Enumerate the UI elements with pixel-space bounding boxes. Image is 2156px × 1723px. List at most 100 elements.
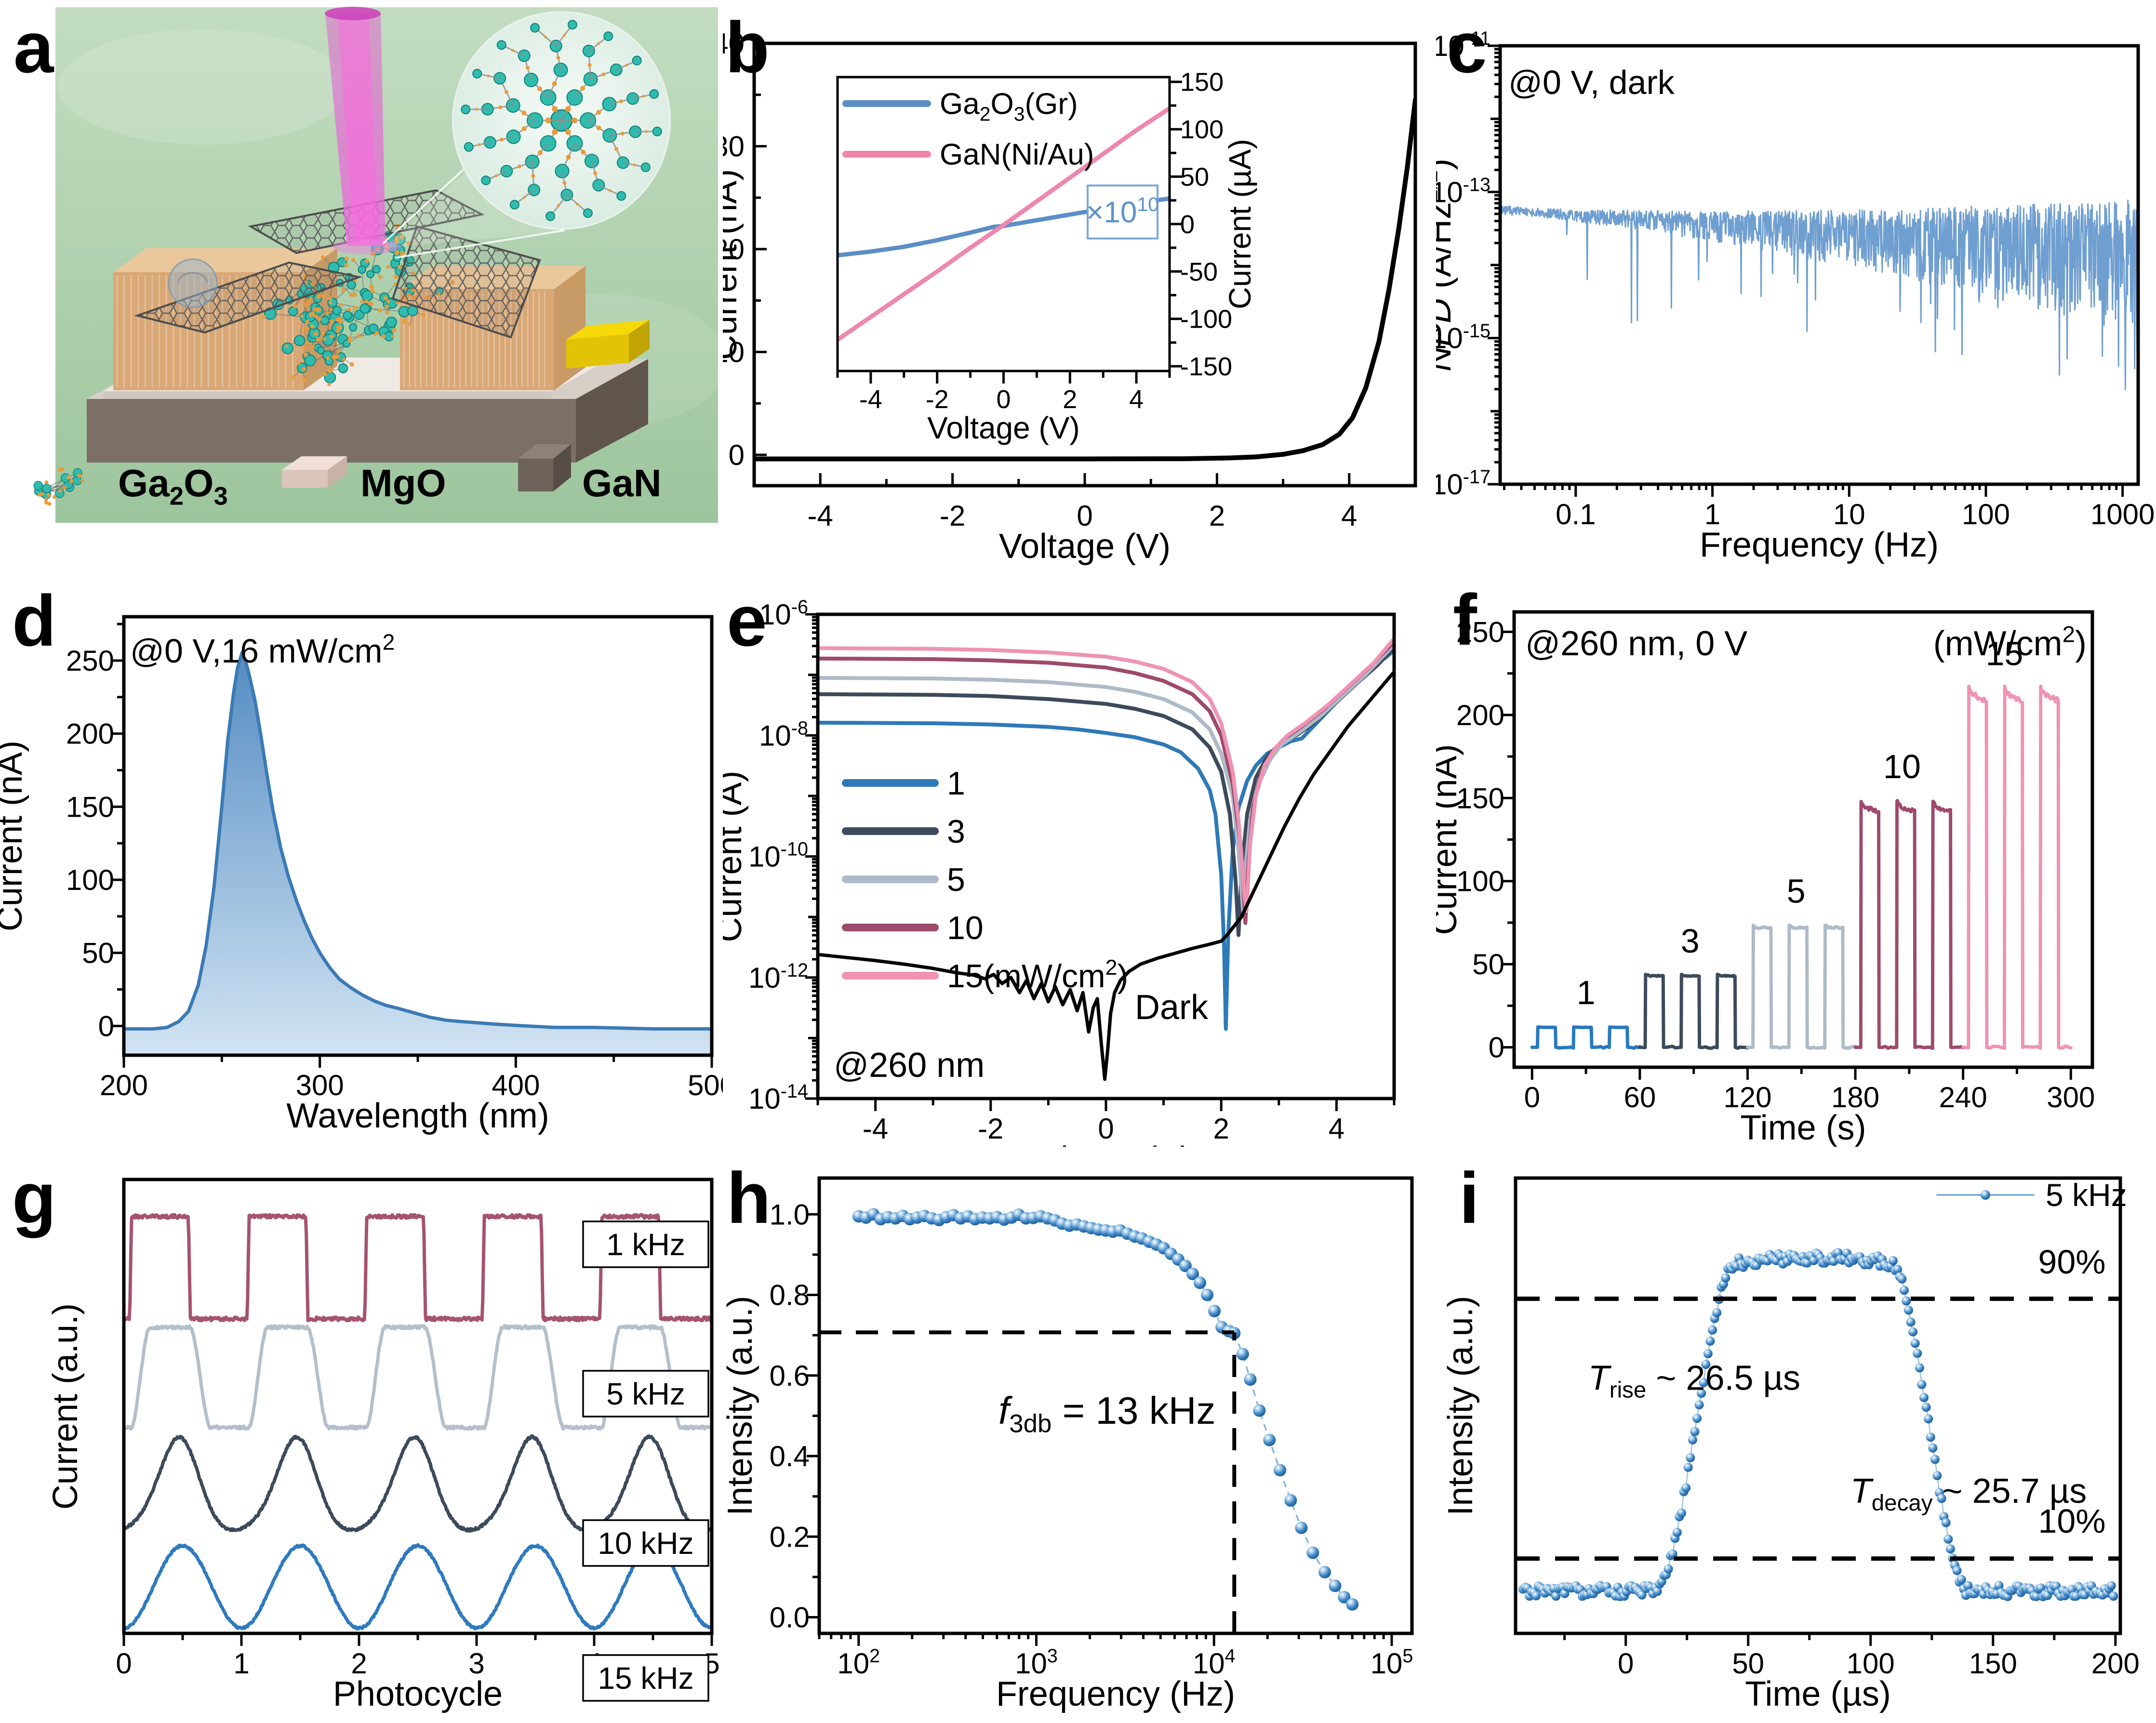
annotation-box-text: 5 kHz [606,1377,685,1411]
x-axis-title: Time (s) [1740,1109,1866,1147]
y-axis-title: Intensity (a.u.) [723,1296,759,1515]
x-tick-label: 180 [1831,1081,1879,1113]
y-axis-title: Current (A) [723,770,749,942]
panel-letter-a: a [13,7,54,88]
contact-droplet [168,258,218,308]
series-iv-3mw [818,646,1394,937]
y-tick-label: 100 [1180,115,1224,144]
x-axis-title: Voltage (V) [999,527,1171,566]
x-tick-label: 50 [1732,1647,1764,1680]
legend-label-gan: GaN [582,462,662,504]
x-tick-label: 2 [1213,1113,1229,1145]
annotation-text: @260 nm [834,1046,985,1085]
panel-letter-g: g [12,1157,56,1238]
plot-frame [817,1176,1414,1635]
y-tick-label: 250 [1456,616,1504,648]
legend-label: 15(mW/cm2) [947,955,1128,994]
annotation-box-text: 1 kHz [606,1227,685,1262]
series-iv-1mw [818,649,1394,1031]
x-tick-label: 300 [2047,1081,2095,1113]
x-tick-label: 4 [1341,500,1357,532]
series-spectral-response [124,654,712,1055]
x-tick-label: 150 [1969,1647,2017,1680]
series-pulses-10mw [1853,799,1965,1050]
annotation-text: 1 [1577,974,1596,1011]
panel-letter-e: e [727,580,767,661]
y-tick-label: 10-11 [1436,28,1491,62]
x-tick-label: 200 [100,1069,148,1101]
x-tick-label: 0 [1077,500,1092,532]
graphene-sheet [134,261,363,334]
y-axis-title: Current (µA) [1223,139,1257,309]
x-tick-label: 105 [1371,1645,1413,1680]
x-tick-label: 1 [233,1647,249,1680]
y-axis-title: Current (nA) [1436,744,1464,935]
x-tick-label: 0.1 [1556,498,1596,530]
panel-letter-f: f [1453,579,1477,660]
y-tick-label: 0.8 [770,1279,810,1312]
y-tick-label: 40 [723,27,745,60]
x-axis-title: Frequency (Hz) [1700,526,1939,564]
series-noise-power-density [1500,199,2138,390]
series-pulses-15mw [1961,684,2073,1050]
series-wave-1khz [124,1213,712,1323]
annotation-box [582,1654,709,1702]
x-axis-title: Photocycle [333,1675,503,1713]
graphene-sheet [391,225,541,339]
x-tick-label: 104 [1193,1645,1236,1680]
y-tick-label: 1.0 [770,1198,810,1231]
y-tick-label: 10-13 [1436,174,1491,209]
panel-h-chart: h 102 103 104 105 0.0 0.2 0.4 0.6 0.8 1.0 Frequency… [723,1157,1414,1713]
y-tick-label: -50 [1180,257,1218,286]
series-wave-10khz [124,1434,712,1533]
x-tick-label: 300 [296,1069,344,1101]
x-axis-title: Voltage (V) [1020,1140,1192,1147]
panel-b-chart: b-4-2024010203040Voltage (V)Current (nA)… [723,7,1417,566]
y-tick-label: 30 [723,130,745,162]
series-group-f [1530,684,2073,1050]
x-tick-label: -2 [978,1113,1003,1145]
annotation-text: 90% [2038,1243,2105,1281]
series-group-d [124,650,712,1055]
series-pulses-1mw [1530,1025,1642,1050]
y-tick-label: 50 [1180,163,1209,192]
y-tick-label: 200 [66,718,114,750]
axis-ticks [1502,630,2072,1080]
panel-e-chart: e -4 -2 0 2 4 10-6 10-8 10-10 10-12 10-14 Voltage (… [723,580,1396,1147]
y-axis-title: NPD (A/Hz1/2) [1436,159,1458,371]
magnifier-cone [383,152,564,248]
series-iv-dark [818,670,1394,1081]
series-pulses-5mw [1746,923,1857,1050]
legend-label-ga2o3: Ga2O3 [118,462,228,511]
crystal-inset [452,11,671,230]
y-axis-title: Current (nA) [723,169,744,360]
legend-label: 10 [947,910,984,946]
series-group-b [754,97,1415,462]
axis-ticks [753,42,1417,486]
axis-ticks [807,1213,1393,1646]
y-axis-title: Current (a.u.) [46,1303,85,1510]
y-tick-label: 0.6 [770,1360,810,1392]
axis-ticks [1563,1633,2117,1646]
annotation-text: 5 [1787,873,1806,910]
legend-label: 5 [947,862,965,898]
axis-ticks [1488,44,2124,497]
plot-frame [1514,1176,2122,1635]
legend-label: GaN(Ni/Au) [940,138,1094,172]
axis-ticks [111,623,713,1068]
y-tick-label: 150 [1456,782,1504,814]
annotation-text: @260 nm, 0 V [1525,624,1747,663]
panel-letter-h: h [727,1157,771,1238]
panel-letter-b: b [725,7,770,88]
x-tick-label: 1000 [2090,498,2155,530]
y-tick-label: 10-15 [1436,320,1491,355]
panel-c-chart: c 0.1 1 10 100 1000 10-11 10-13 10-15 10-17 Freque… [1436,7,2155,564]
electrode-front [566,334,629,369]
y-tick-label: 200 [1456,699,1504,731]
annotation-box [582,1370,709,1418]
x-tick-label: 2 [1063,385,1077,414]
legend-label: Ga2O3(Gr) [940,88,1078,125]
annotation-text: 3 [1681,922,1700,960]
annotation-text: @0 V, dark [1508,64,1675,101]
